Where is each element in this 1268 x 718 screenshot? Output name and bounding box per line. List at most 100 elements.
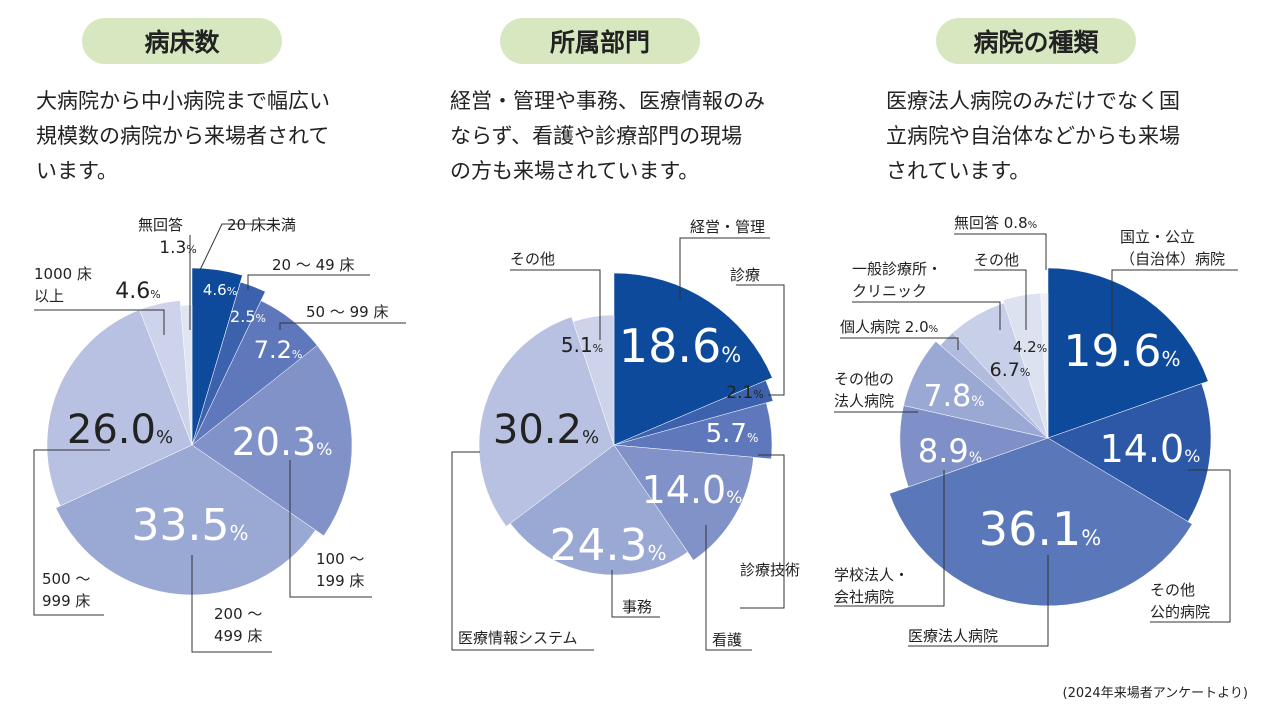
- leader-line: [705, 525, 752, 651]
- panel-bed-count: 病床数 大病院から中小病院まで幅広い 規模数の病院から来場者されて います。: [0, 0, 420, 718]
- slice-label: （自治体）病院: [1120, 250, 1225, 268]
- leader-line: [1150, 469, 1231, 623]
- slice-label: 199 床: [316, 572, 364, 590]
- slice-label: 公的病院: [1150, 603, 1210, 621]
- description-line: されています。: [886, 159, 1031, 183]
- pie-slice: [1047, 267, 1209, 439]
- leader-line: [840, 337, 959, 350]
- slice-percent: 14.0%: [642, 468, 743, 512]
- leader-line: [740, 454, 785, 609]
- percent-sign: %: [929, 324, 939, 335]
- slice-label: 無回答 0.8%: [954, 214, 1037, 232]
- chart-description: 医療法人病院のみだけでなく国 立病院や自治体などからも来場 されています。: [886, 84, 1180, 189]
- slice-label: 個人病院 2.0%: [840, 318, 938, 336]
- chart-title-pill: 病院の種類: [936, 18, 1136, 64]
- pie-slice: [55, 444, 316, 596]
- slice-label: 20 床未満: [227, 216, 296, 234]
- pie-slice: [1047, 383, 1212, 522]
- leader-line: [34, 309, 165, 335]
- leader-line: [974, 269, 1027, 330]
- slice-percent: 30.2%: [493, 407, 599, 453]
- percent-sign: %: [1081, 526, 1101, 550]
- leader-line: [247, 274, 370, 290]
- slice-label: 一般診療所・: [852, 260, 942, 278]
- percent-sign: %: [1037, 342, 1047, 355]
- pie-slice: [191, 281, 266, 446]
- slice-percent: 14.0%: [1100, 427, 1201, 471]
- leader-line: [191, 555, 272, 653]
- leader-line: [954, 233, 1047, 270]
- percent-sign: %: [1161, 347, 1180, 371]
- slice-label: 999 床: [42, 592, 90, 610]
- slice-percent: 24.3%: [550, 520, 667, 571]
- leader-line: [33, 449, 110, 616]
- description-line: 規模数の病院から来場者されて: [36, 124, 330, 148]
- pie-chart-2: 経営・管理18.6%診療2.1%診療技術5.7%看護14.0%事務24.3%医療…: [451, 218, 800, 651]
- chart-title: 所属部門: [549, 28, 650, 57]
- slice-label: 以上: [34, 287, 64, 305]
- percent-sign: %: [316, 440, 332, 460]
- percent-sign: %: [971, 394, 984, 410]
- slice-label: その他の: [834, 370, 894, 388]
- percent-sign: %: [647, 541, 666, 565]
- slice-label: 国立・公立: [1120, 228, 1195, 246]
- description-line: 立病院や自治体などからも来場: [886, 124, 1180, 148]
- leader-line: [279, 322, 406, 330]
- chart-title-pill: 所属部門: [500, 18, 700, 64]
- slice-label: 学校法人・: [834, 566, 909, 584]
- slice-label: 経営・管理: [690, 218, 765, 236]
- leader-line: [451, 451, 594, 651]
- slice-percent: 4.2%: [1013, 338, 1047, 356]
- pie-slice: [509, 444, 689, 576]
- pie-slice: [613, 444, 754, 561]
- leader-line: [1111, 269, 1238, 355]
- slice-label: 1000 床: [34, 265, 92, 283]
- slice-label: 500 〜: [42, 570, 90, 588]
- footnote: (2024年来場者アンケートより): [1062, 686, 1248, 701]
- slice-percent: 2.5%: [230, 307, 266, 326]
- slice-label: 法人病院: [834, 392, 894, 410]
- slice-label: 100 〜: [316, 550, 364, 568]
- pie-slice: [180, 304, 193, 446]
- panel-department: 所属部門 経営・管理や事務、医療情報のみ ならず、看護や診療部門の現場 の方も来…: [420, 0, 850, 718]
- percent-sign: %: [593, 342, 603, 355]
- description-line: います。: [36, 159, 118, 183]
- slice-percent: 2.1%: [726, 383, 764, 403]
- leader-line: [834, 470, 945, 607]
- pie-slice: [191, 267, 243, 446]
- pie-slice: [889, 437, 1193, 607]
- percent-sign: %: [753, 388, 763, 401]
- percent-sign: %: [1028, 220, 1038, 231]
- leader-line: [736, 284, 785, 396]
- slice-label: 診療: [730, 266, 760, 284]
- percent-sign: %: [156, 427, 173, 448]
- chart-title-pill: 病床数: [82, 18, 282, 64]
- pie-slice: [478, 316, 615, 527]
- description-line: 大病院から中小病院まで幅広い: [36, 89, 330, 113]
- chart-title: 病床数: [144, 28, 220, 57]
- slice-label: クリニック: [852, 282, 927, 300]
- slice-percent: 33.5%: [132, 500, 249, 551]
- percent-sign: %: [582, 427, 599, 448]
- description-line: 経営・管理や事務、医療情報のみ: [450, 89, 765, 113]
- leader-line: [611, 570, 660, 618]
- slice-percent: 18.6%: [619, 319, 741, 373]
- percent-sign: %: [969, 450, 982, 466]
- panel-hospital-type: 病院の種類 医療法人病院のみだけでなく国 立病院や自治体などからも来場 されてい…: [850, 0, 1268, 718]
- description-line: の方も来場されています。: [450, 159, 700, 183]
- slice-label: 医療法人病院: [908, 627, 998, 645]
- percent-sign: %: [721, 343, 741, 367]
- pie-slice: [46, 309, 193, 507]
- slice-percent: 20.3%: [232, 420, 333, 464]
- percent-sign: %: [747, 431, 758, 445]
- pie-slice: [903, 341, 1049, 439]
- slice-label: 20 〜 49 床: [272, 256, 354, 274]
- pie-slice: [572, 314, 615, 446]
- slice-percent: 36.1%: [979, 502, 1101, 556]
- leader-line: [852, 301, 1001, 330]
- percent-sign: %: [150, 288, 160, 301]
- percent-sign: %: [229, 521, 248, 545]
- leader-line: [199, 223, 280, 271]
